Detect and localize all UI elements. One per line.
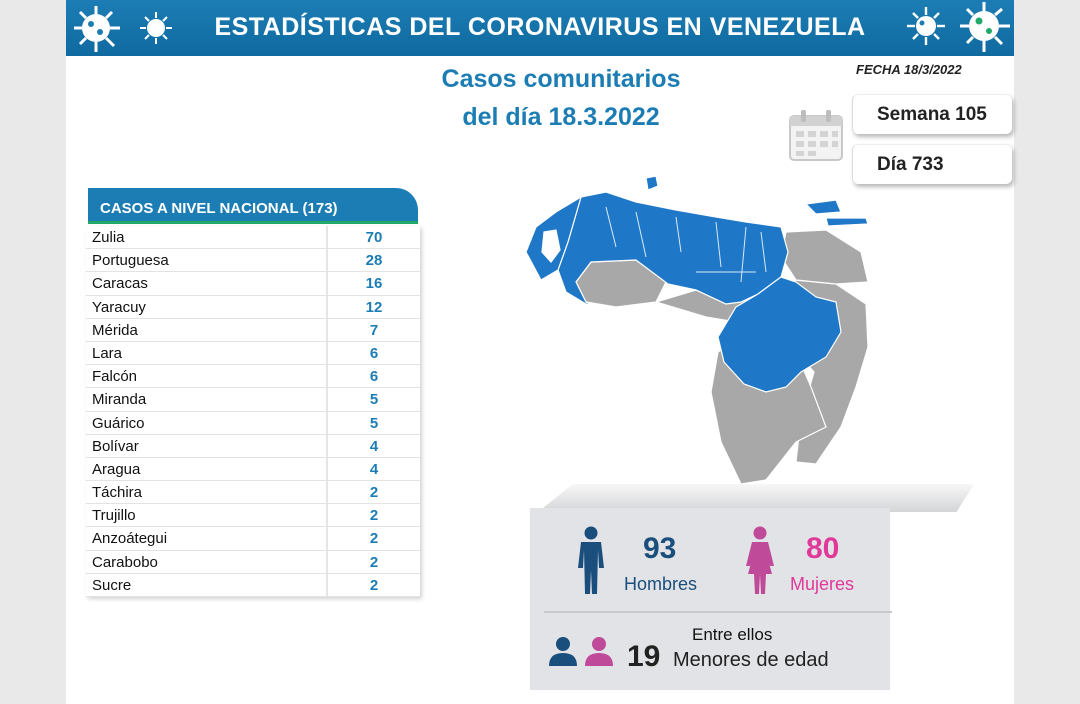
report-subtitle: Casos comunitarios del día 18.3.2022 <box>386 60 736 136</box>
national-cases-header: CASOS A NIVEL NACIONAL (173) <box>88 188 418 224</box>
table-row: Yaracuy 12 <box>86 295 420 319</box>
minors-count: 19 <box>627 640 661 673</box>
state-cases: 2 <box>326 527 420 550</box>
infographic-page: ESTADÍSTICAS DEL CORONAVIRUS EN VENEZUEL… <box>66 0 1014 704</box>
map-region-active <box>557 191 789 308</box>
table-row: Anzoátegui 2 <box>86 527 420 551</box>
minors-label: Menores de edad <box>673 649 829 671</box>
state-cases: 12 <box>326 295 420 318</box>
state-name: Anzoátegui <box>92 530 168 548</box>
state-name: Mérida <box>92 321 138 339</box>
banner-title: ESTADÍSTICAS DEL CORONAVIRUS EN VENEZUEL… <box>214 13 866 41</box>
table-row: Mérida 7 <box>86 318 420 342</box>
virus-icon <box>140 12 172 44</box>
state-cases: 4 <box>326 457 420 481</box>
state-name: Miranda <box>92 391 147 409</box>
state-name: Zulia <box>92 229 125 246</box>
state-name: Yaracuy <box>92 298 146 316</box>
table-row: Guárico 5 <box>86 411 420 435</box>
table-row: Aragua 4 <box>86 457 420 482</box>
state-name: Lara <box>92 344 123 362</box>
state-cases: 6 <box>326 365 420 388</box>
state-name: Caracas <box>92 275 148 293</box>
state-name: Sucre <box>92 576 132 594</box>
state-cases: 5 <box>326 388 420 411</box>
map-region-active <box>825 217 869 227</box>
table-row: Miranda 5 <box>86 388 420 412</box>
table-row: Táchira 2 <box>86 481 420 505</box>
table-row: Caracas 16 <box>86 272 420 296</box>
women-label: Mujeres <box>790 574 855 594</box>
state-name: Trujillo <box>92 507 136 525</box>
map-lake <box>541 229 561 263</box>
state-cases: 2 <box>326 481 420 504</box>
state-name: Táchira <box>92 484 143 502</box>
map-region-active <box>645 175 659 191</box>
calendar-icon <box>789 110 843 161</box>
men-label: Hombres <box>624 574 698 594</box>
state-cases: 2 <box>326 573 420 596</box>
state-cases: 7 <box>326 318 420 341</box>
state-name: Portuguesa <box>92 252 169 270</box>
men-count: 93 <box>643 532 677 565</box>
state-name: Aragua <box>92 460 141 478</box>
male-icon <box>578 526 604 594</box>
state-name: Guárico <box>92 414 145 432</box>
state-name: Falcón <box>92 368 138 386</box>
subtitle-line-2: del día 18.3.2022 <box>462 103 660 131</box>
state-cases: 5 <box>326 411 420 434</box>
state-cases: 16 <box>326 272 420 295</box>
subtitle-line-1: Casos comunitarios <box>441 65 681 93</box>
virus-icon <box>74 6 120 52</box>
state-cases: 6 <box>326 341 420 365</box>
table-row: Falcón 6 <box>86 365 420 389</box>
table-row: Carabobo 2 <box>86 550 420 574</box>
stats-divider <box>544 611 892 613</box>
table-row: Trujillo 2 <box>86 504 420 528</box>
table-row: Portuguesa 28 <box>86 249 420 273</box>
title-banner: ESTADÍSTICAS DEL CORONAVIRUS EN VENEZUEL… <box>66 0 1014 56</box>
state-name: Carabobo <box>92 553 158 571</box>
stats-panel-top <box>538 484 974 512</box>
state-cases: 2 <box>326 504 420 527</box>
table-row: Bolívar 4 <box>86 434 420 458</box>
day-counter: Día 733 <box>852 144 1012 184</box>
virus-icon <box>960 2 1010 52</box>
map-region-inactive <box>780 229 869 285</box>
state-cases: 70 <box>326 226 420 249</box>
table-row: Zulia 70 <box>86 226 420 250</box>
national-cases-table: Zulia 70 Portuguesa 28 Caracas 16 Yaracuy 12 Mér… <box>86 226 420 597</box>
minor-female-icon <box>585 637 613 666</box>
women-count: 80 <box>806 532 840 565</box>
virus-icon <box>907 7 945 45</box>
week-counter: Semana 105 <box>852 94 1012 134</box>
table-row: Lara 6 <box>86 341 420 366</box>
table-row: Sucre 2 <box>86 573 420 597</box>
map-region-active <box>717 276 842 393</box>
state-cases: 2 <box>326 550 420 573</box>
minor-male-icon <box>549 637 577 666</box>
minors-intro: Entre ellos <box>692 625 773 644</box>
state-name: Bolívar <box>92 437 139 455</box>
female-icon <box>746 526 774 594</box>
map-region-active <box>804 199 842 215</box>
state-cases: 28 <box>326 249 420 272</box>
report-date: FECHA 18/3/2022 <box>856 62 962 77</box>
state-cases: 4 <box>326 434 420 457</box>
venezuela-map <box>525 175 869 485</box>
